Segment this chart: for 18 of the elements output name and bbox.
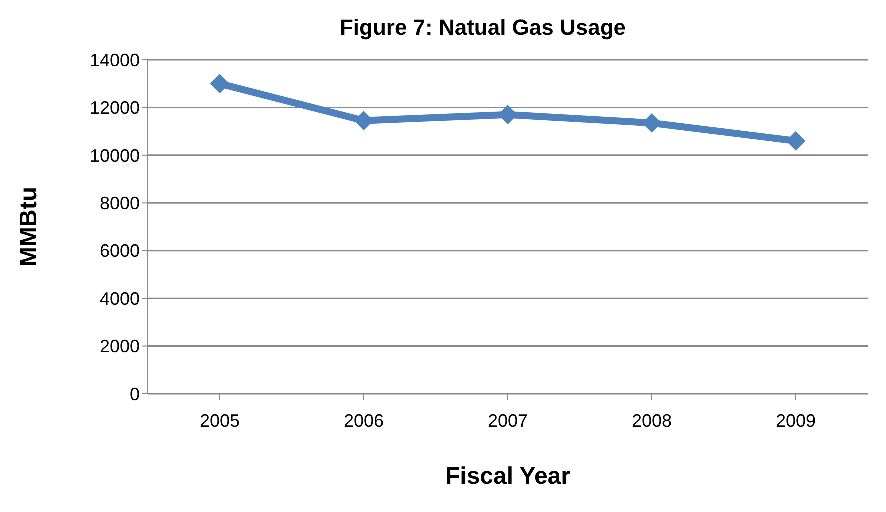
y-axis-title: MMBtu (16, 187, 43, 267)
y-tick-label: 10000 (90, 146, 140, 166)
x-tick-label: 2005 (200, 410, 240, 431)
point (210, 74, 230, 94)
x-tick-label: 2006 (344, 410, 384, 431)
x-tick-label: 2008 (632, 410, 672, 431)
y-tick-label: 14000 (90, 50, 140, 70)
point (786, 132, 806, 151)
y-tick-label: 0 (130, 384, 140, 404)
x-axis-title: Fiscal Year (446, 463, 570, 490)
y-tick-label: 6000 (100, 241, 140, 262)
y-tick-label: 8000 (100, 194, 140, 214)
y-tick-label: 4000 (100, 288, 140, 309)
y-tick-label: 12000 (90, 98, 140, 118)
y-tick-label: 2000 (100, 336, 140, 357)
x-tick-label: 2009 (776, 410, 816, 431)
chart-title: Figure 7: Natual Gas Usage (338, 14, 628, 42)
x-tick-label: 2007 (488, 410, 528, 431)
